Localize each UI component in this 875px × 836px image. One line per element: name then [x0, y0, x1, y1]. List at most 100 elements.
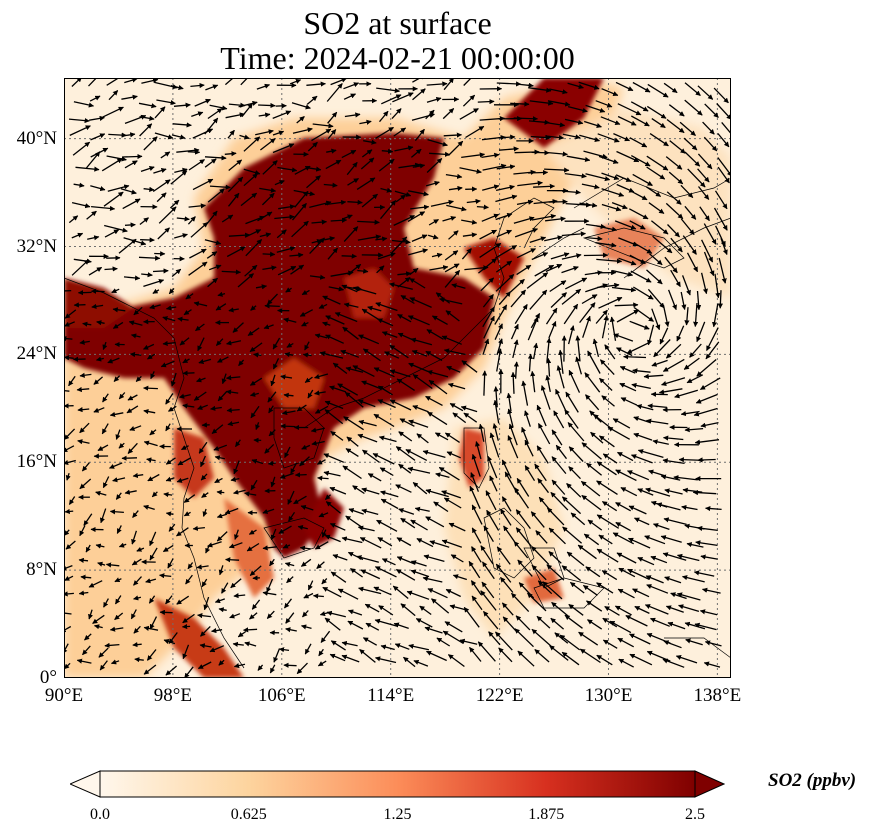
wind-arrow [228, 232, 251, 238]
wind-arrow [234, 439, 241, 448]
wind-arrow [696, 525, 718, 532]
wind-arrow [324, 236, 336, 242]
wind-arrow [221, 373, 227, 385]
wind-arrow [391, 236, 408, 254]
wind-arrow [667, 224, 680, 238]
wind-arrow [291, 220, 309, 238]
wind-arrow [227, 129, 235, 139]
wind-arrow [174, 167, 188, 174]
wind-arrow [251, 458, 264, 465]
wind-arrow [115, 492, 122, 500]
wind-arrow [389, 344, 409, 359]
colorbar-min-extend [70, 770, 101, 798]
wind-arrow [152, 268, 169, 274]
wind-arrow [425, 109, 435, 120]
wind-arrow [241, 103, 253, 118]
wind-arrow [703, 251, 715, 277]
wind-arrow [138, 255, 161, 261]
wind-arrow [264, 443, 275, 454]
wind-arrow [272, 110, 292, 120]
wind-arrow [410, 204, 430, 210]
wind-arrow [88, 266, 103, 276]
wind-arrow [77, 439, 90, 445]
wind-arrow [443, 348, 466, 356]
wind-arrow [376, 519, 398, 532]
wind-arrow [68, 496, 76, 505]
wind-arrow [629, 220, 646, 230]
wind-arrow [90, 288, 105, 294]
wind-arrow [260, 138, 276, 151]
wind-arrow [207, 277, 218, 288]
wind-arrow [601, 315, 609, 339]
wind-arrow [397, 276, 411, 288]
wind-arrow [149, 547, 158, 561]
wind-arrow [109, 509, 124, 515]
wind-arrow [138, 102, 157, 109]
wind-arrow [568, 446, 584, 462]
wind-arrow [567, 105, 588, 113]
wind-arrow [595, 309, 608, 324]
wind-arrow [510, 289, 526, 308]
wind-arrow [489, 432, 500, 458]
wind-arrow [714, 190, 728, 210]
wind-arrow [183, 309, 192, 316]
wind-arrow [651, 308, 661, 331]
colorbar-tick-label: 1.25 [383, 806, 412, 823]
wind-arrow [207, 108, 223, 120]
wind-arrow [307, 389, 314, 399]
wind-arrow [173, 102, 191, 108]
wind-arrow [357, 268, 369, 274]
wind-arrow [141, 78, 159, 84]
wind-arrow [379, 467, 394, 477]
wind-arrow [109, 462, 123, 469]
wind-arrow [412, 88, 426, 101]
wind-arrow [213, 444, 228, 451]
wind-arrow [293, 495, 307, 505]
wind-arrow [262, 251, 276, 257]
wind-arrow [216, 531, 228, 542]
wind-arrow [633, 242, 653, 254]
wind-arrow [665, 202, 684, 220]
wind-arrow [565, 277, 588, 290]
wind-arrow [529, 236, 547, 244]
wind-arrow [430, 199, 454, 207]
wind-arrow [299, 545, 311, 551]
wind-arrow [474, 441, 482, 460]
wind-arrow [324, 494, 332, 500]
wind-arrow [551, 479, 566, 495]
wind-arrow [262, 508, 275, 514]
wind-arrow [601, 172, 620, 181]
wind-arrow [595, 242, 617, 248]
wind-arrow [272, 143, 295, 154]
wind-arrow [90, 133, 106, 141]
wind-arrow [656, 502, 681, 511]
wind-arrow [197, 337, 205, 352]
wind-arrow [601, 188, 625, 197]
wind-arrow [431, 315, 448, 325]
wind-arrow [95, 543, 105, 549]
wind-arrow [65, 540, 76, 550]
wind-arrow [651, 359, 668, 367]
so2-colorbar [70, 770, 725, 798]
wind-arrow [500, 508, 512, 526]
wind-arrow [281, 410, 296, 416]
wind-arrow [327, 111, 338, 124]
wind-arrow [662, 358, 685, 372]
wind-arrow [702, 121, 715, 135]
wind-arrow [601, 203, 622, 212]
wind-arrow [650, 220, 669, 235]
wind-arrow [545, 151, 568, 157]
wind-arrow [684, 427, 704, 433]
wind-arrow [694, 439, 720, 445]
wind-arrow [465, 125, 485, 139]
wind-arrow [330, 78, 347, 86]
wind-arrow [347, 263, 362, 276]
wind-arrow [425, 395, 443, 406]
wind-arrow [700, 272, 708, 295]
wind-arrow [416, 433, 429, 444]
wind-arrow [128, 320, 143, 326]
wind-arrow [367, 473, 382, 482]
wind-arrow [302, 352, 312, 358]
wind-arrow [361, 149, 373, 158]
wind-arrow [259, 232, 272, 238]
